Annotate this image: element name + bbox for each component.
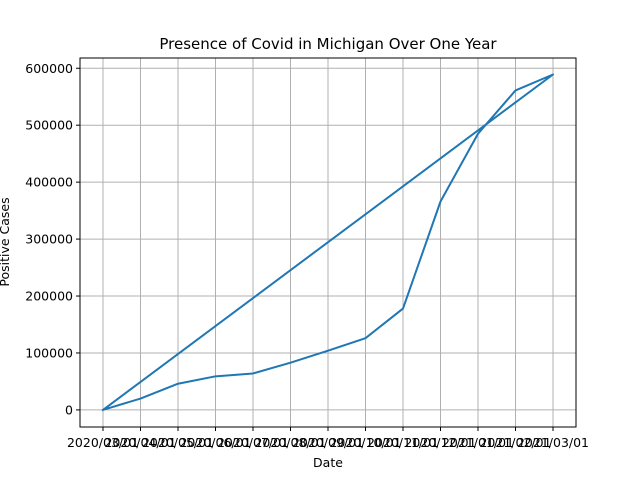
y-tick-label: 200000 [25, 289, 73, 304]
x-tick-label: 2020/12/01 [404, 435, 476, 450]
x-tick-label: 2021/03/01 [517, 435, 589, 450]
x-tick-label: 2021/01/01 [442, 435, 514, 450]
y-tick-label: 500000 [25, 118, 73, 133]
x-tick-label: 2020/07/01 [217, 435, 289, 450]
x-tick-label: 2020/11/01 [367, 435, 439, 450]
y-tick-label: 300000 [25, 232, 73, 247]
chart-title: Presence of Covid in Michigan Over One Y… [159, 35, 497, 53]
y-axis-ticks: 0 100000 200000 300000 400000 500000 600000 [25, 61, 80, 417]
x-tick-label: 2021/02/01 [479, 435, 551, 450]
x-axis-ticks: 2020/03/012020/04/012020/05/012020/06/01… [67, 427, 589, 450]
y-axis-label: Positive Cases [0, 197, 12, 286]
y-tick-label: 100000 [25, 345, 73, 360]
y-tick-label: 400000 [25, 175, 73, 190]
x-tick-label: 2020/05/01 [142, 435, 214, 450]
y-tick-label: 600000 [25, 61, 73, 76]
x-tick-label: 2020/09/01 [292, 435, 364, 450]
x-tick-label: 2020/08/01 [254, 435, 326, 450]
x-tick-label: 2020/04/01 [104, 435, 176, 450]
x-axis-label: Date [313, 455, 343, 470]
x-tick-label: 2020/10/01 [329, 435, 401, 450]
y-tick-label: 0 [65, 402, 73, 417]
series-line [101, 73, 554, 412]
grid [80, 58, 576, 427]
series-layer [101, 73, 554, 412]
x-tick-label: 2020/06/01 [179, 435, 251, 450]
x-tick-label: 2020/03/01 [67, 435, 139, 450]
